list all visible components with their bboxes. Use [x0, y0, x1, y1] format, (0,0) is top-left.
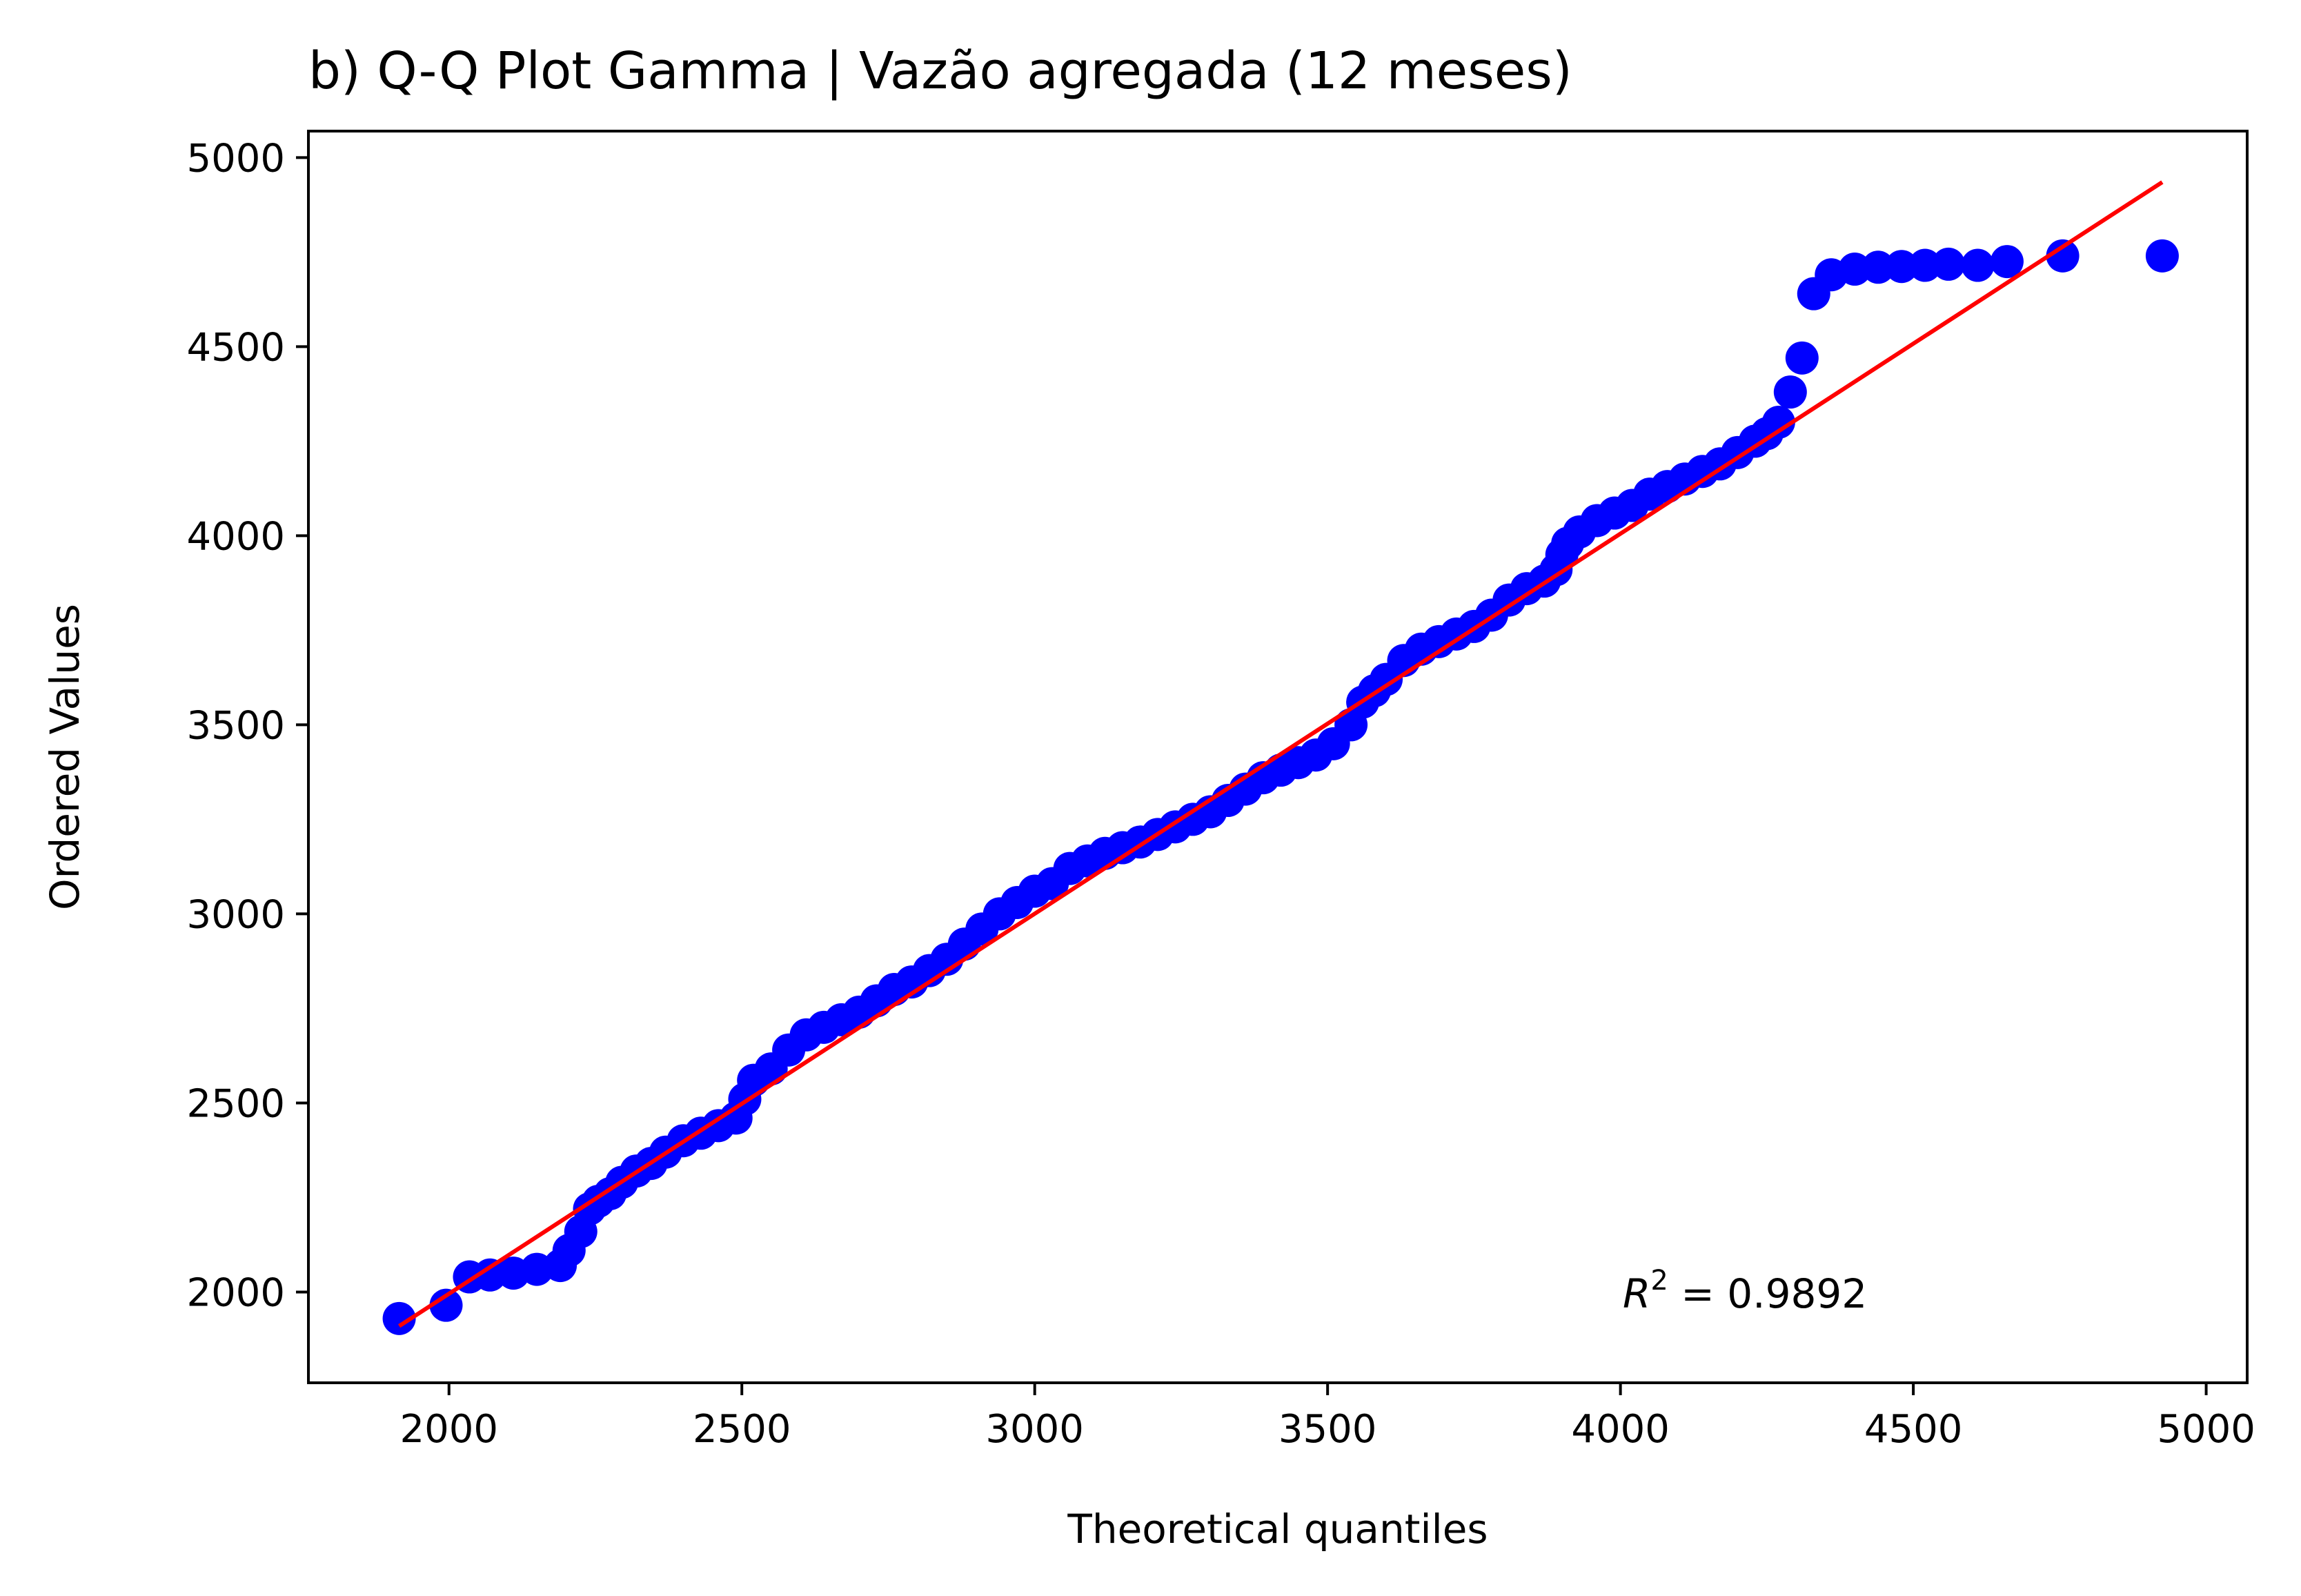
data-point: [1932, 247, 1966, 281]
y-tick-label: 2500: [186, 1081, 285, 1126]
fit-line: [397, 180, 2164, 1328]
y-tick-label: 3000: [186, 892, 285, 937]
data-point: [1908, 248, 1942, 282]
y-tick-label: 2000: [186, 1270, 285, 1315]
x-tick-label: 2500: [693, 1407, 791, 1452]
x-tick-label: 5000: [2157, 1407, 2255, 1452]
data-point: [1773, 375, 1807, 409]
y-axis-ticks: 2000 2500 3000 3500 4000 4500 5000: [186, 136, 308, 1315]
y-tick-label: 5000: [186, 136, 285, 181]
data-point: [2046, 239, 2080, 273]
r-squared-value: = 0.9892: [1668, 1270, 1867, 1317]
x-tick-label: 2000: [399, 1407, 498, 1452]
data-point: [1861, 250, 1895, 284]
data-point: [1785, 341, 1819, 375]
x-tick-label: 3000: [985, 1407, 1084, 1452]
data-point: [1761, 405, 1795, 439]
data-point: [382, 1301, 416, 1335]
y-axis-title: Ordered Values: [41, 604, 88, 910]
data-point: [429, 1288, 463, 1322]
y-tick-label: 4500: [186, 325, 285, 370]
x-tick-label: 4500: [1864, 1407, 1963, 1452]
data-point: [2145, 239, 2179, 273]
chart-title: b) Q-Q Plot Gamma | Vazão agregada (12 m…: [308, 41, 1572, 101]
data-point: [1961, 248, 1995, 282]
plot-frame: [307, 130, 2249, 1384]
r-squared-symbol: R: [1623, 1270, 1650, 1317]
y-tick-label: 3500: [186, 703, 285, 748]
r-squared-superscript: 2: [1650, 1265, 1668, 1297]
data-point: [1990, 245, 2024, 279]
x-tick-label: 3500: [1278, 1407, 1377, 1452]
fit-line-layer: [397, 180, 2164, 1328]
r-squared-annotation: R2 = 0.9892: [1623, 1265, 1867, 1317]
data-point: [1885, 250, 1919, 284]
x-axis-ticks: 2000 2500 3000 3500 4000 4500 5000: [399, 1383, 2255, 1452]
y-tick-label: 4000: [186, 514, 285, 559]
x-tick-label: 4000: [1571, 1407, 1670, 1452]
x-axis-title: Theoretical quantiles: [1067, 1506, 1488, 1553]
